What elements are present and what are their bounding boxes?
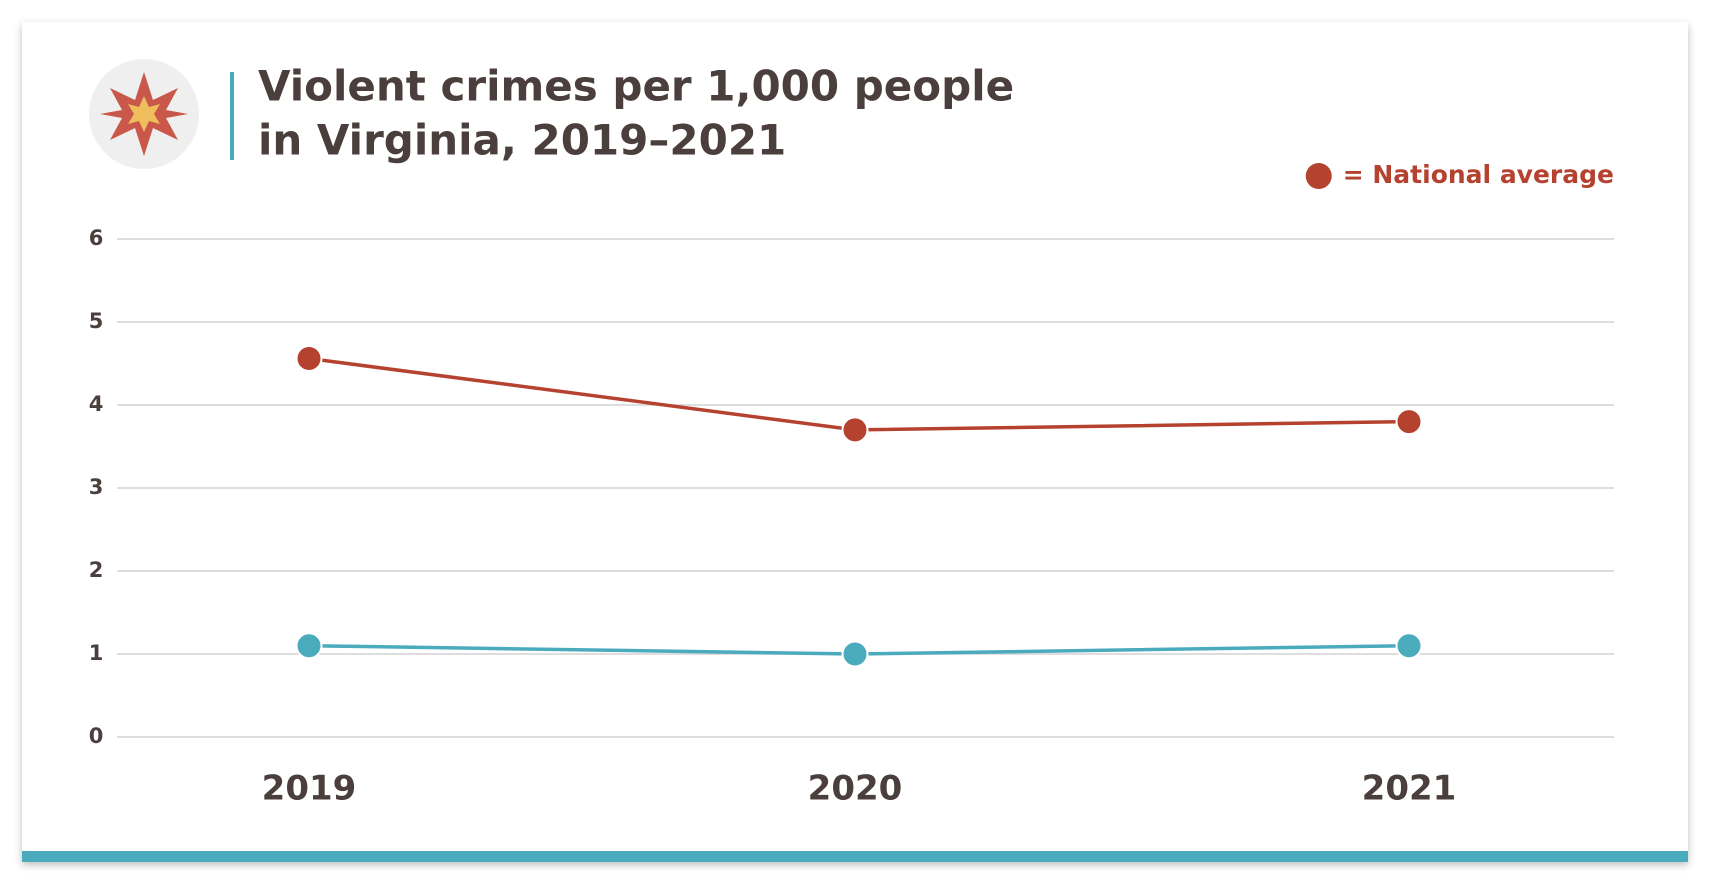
x-tick-label: 2020 (808, 769, 903, 809)
legend-label: = National average (1343, 160, 1614, 189)
y-tick-label: 2 (89, 558, 104, 582)
y-tick-label: 6 (89, 226, 104, 250)
icon-star-core (128, 96, 160, 132)
data-point (295, 632, 323, 660)
legend-marker (1305, 163, 1332, 189)
data-point (295, 345, 323, 373)
title-accent (230, 72, 234, 160)
y-tick-label: 1 (89, 641, 104, 665)
data-point (841, 416, 869, 444)
chart-title: in Virginia, 2019–2021 (258, 116, 786, 165)
chart-title: Violent crimes per 1,000 people (258, 62, 1014, 111)
x-tick-label: 2021 (1362, 769, 1457, 809)
x-tick-label: 2019 (262, 769, 357, 809)
data-point (1395, 408, 1423, 436)
y-tick-label: 4 (89, 392, 104, 416)
y-tick-label: 0 (89, 724, 104, 748)
y-tick-label: 3 (89, 475, 104, 499)
bottom-bar (22, 851, 1688, 862)
data-point (1395, 632, 1423, 660)
y-tick-label: 5 (89, 309, 104, 333)
data-point (841, 640, 869, 668)
